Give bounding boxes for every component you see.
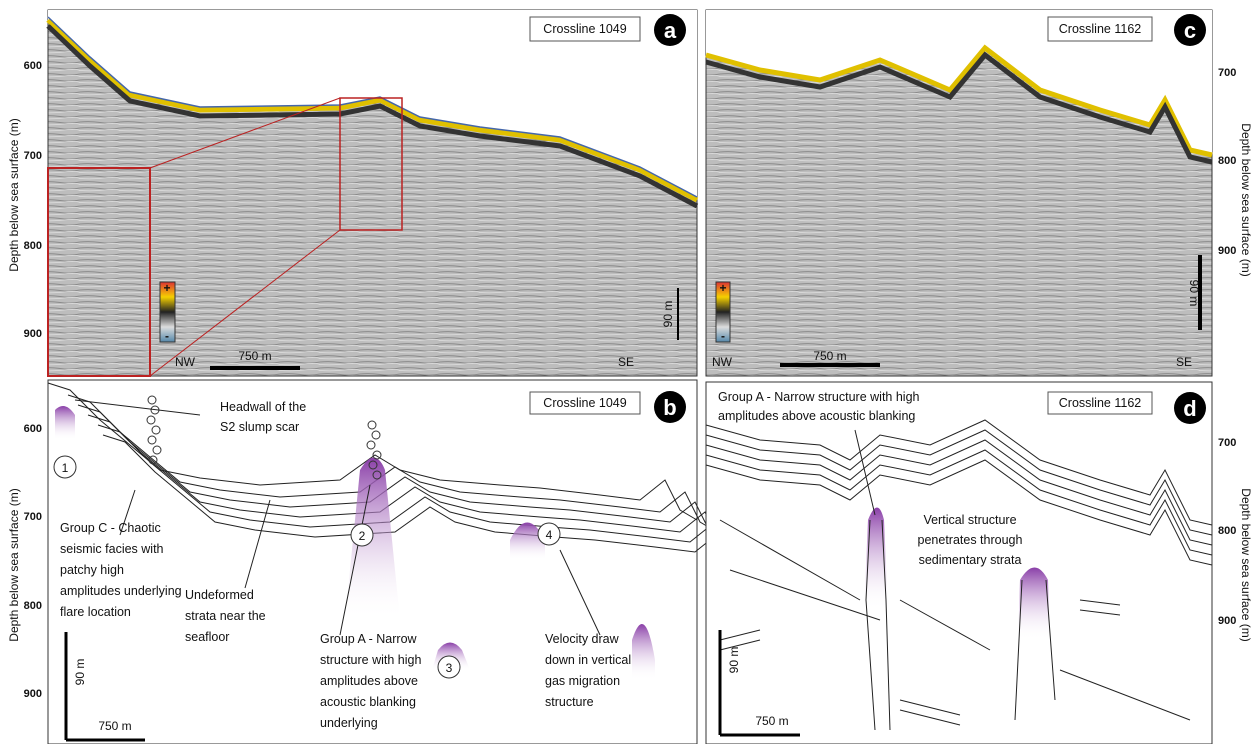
panel-label: c: [1184, 18, 1196, 43]
title: Crossline 1162: [1059, 22, 1142, 36]
title: Crossline 1049: [543, 396, 626, 410]
color-plus: +: [163, 281, 170, 295]
nw: NW: [712, 355, 733, 369]
panel-c: Crossline 1162 c + - NW SE 750 m 90 m De…: [706, 10, 1253, 376]
figure: Crossline 1049 a + - NW SE 750 m 90 m De…: [0, 0, 1258, 744]
se: SE: [618, 355, 634, 369]
panel-label: a: [664, 18, 677, 43]
tick-label: 600: [24, 423, 42, 435]
tick-label: 600: [24, 60, 42, 72]
tick-label: 800: [1218, 525, 1236, 537]
annotation: acoustic blanking: [320, 695, 416, 709]
annotation: amplitudes underlying: [60, 584, 182, 598]
annotation: flare location: [60, 605, 131, 619]
scale-h: 750 m: [813, 349, 846, 363]
annotation: patchy high: [60, 563, 124, 577]
tick-label: 700: [1218, 437, 1236, 449]
annotation: sedimentary strata: [919, 553, 1022, 567]
tick-label: 900: [24, 328, 42, 340]
axis-label: Depth below sea surface (m): [7, 118, 21, 271]
annotation: Velocity draw: [545, 632, 620, 646]
scale-v: 90 m: [661, 301, 675, 328]
annotation: S2 slump scar: [220, 420, 299, 434]
scale-h: 750 m: [755, 714, 788, 728]
annotation: structure with high: [320, 653, 421, 667]
tick-label: 700: [24, 511, 42, 523]
marker-label: 1: [62, 461, 69, 475]
annotation: Headwall of the: [220, 400, 306, 414]
color-minus: -: [721, 329, 725, 343]
axis-label: Depth below sea surface (m): [1239, 123, 1253, 276]
marker-label: 4: [546, 528, 553, 542]
marker-label: 3: [446, 661, 453, 675]
tick-label: 900: [24, 688, 42, 700]
annotation: structure: [545, 695, 594, 709]
axis-label: Depth below sea surface (m): [1239, 488, 1253, 641]
tick-label: 800: [1218, 155, 1236, 167]
annotation: Group A - Narrow: [320, 632, 418, 646]
se: SE: [1176, 355, 1192, 369]
axis-label: Depth below sea surface (m): [7, 488, 21, 641]
panel-d: Crossline 1162 d Group A - Narrow struct…: [706, 382, 1253, 744]
annotation: penetrates through: [918, 533, 1023, 547]
title: Crossline 1049: [543, 22, 626, 36]
scale-v: 90 m: [1187, 280, 1201, 307]
panel-b: Crossline 1049 b 1 2 3 4 Headwall of the S2 …: [7, 380, 752, 744]
panel-a: Crossline 1049 a + - NW SE 750 m 90 m De…: [7, 10, 697, 376]
panel-label: b: [663, 395, 676, 420]
tick-label: 700: [24, 150, 42, 162]
tick-label: 900: [1218, 615, 1236, 627]
annotation: seismic facies with: [60, 542, 164, 556]
tick-label: 800: [24, 600, 42, 612]
annotation: Vertical structure: [923, 513, 1016, 527]
scale-h: 750 m: [98, 719, 131, 733]
color-minus: -: [165, 329, 169, 343]
annotation: amplitudes above acoustic blanking: [718, 409, 915, 423]
title: Crossline 1162: [1059, 396, 1142, 410]
scale-v: 90 m: [73, 659, 87, 686]
marker-label: 2: [359, 529, 366, 543]
tick-label: 800: [24, 240, 42, 252]
tick-label: 900: [1218, 245, 1236, 257]
annotation: Group A - Narrow structure with high: [718, 390, 920, 404]
annotation: amplitudes above: [320, 674, 418, 688]
annotation: down in vertical: [545, 653, 631, 667]
panel-label: d: [1183, 396, 1196, 421]
scale-v: 90 m: [727, 647, 741, 674]
annotation: gas migration: [545, 674, 620, 688]
scale-h: 750 m: [238, 349, 271, 363]
annotation: seafloor: [185, 630, 229, 644]
color-plus: +: [719, 281, 726, 295]
annotation: Group C - Chaotic: [60, 521, 161, 535]
nw: NW: [175, 355, 196, 369]
annotation: underlying: [320, 716, 378, 730]
annotation: strata near the: [185, 609, 266, 623]
annotation: Undeformed: [185, 588, 254, 602]
tick-label: 700: [1218, 67, 1236, 79]
